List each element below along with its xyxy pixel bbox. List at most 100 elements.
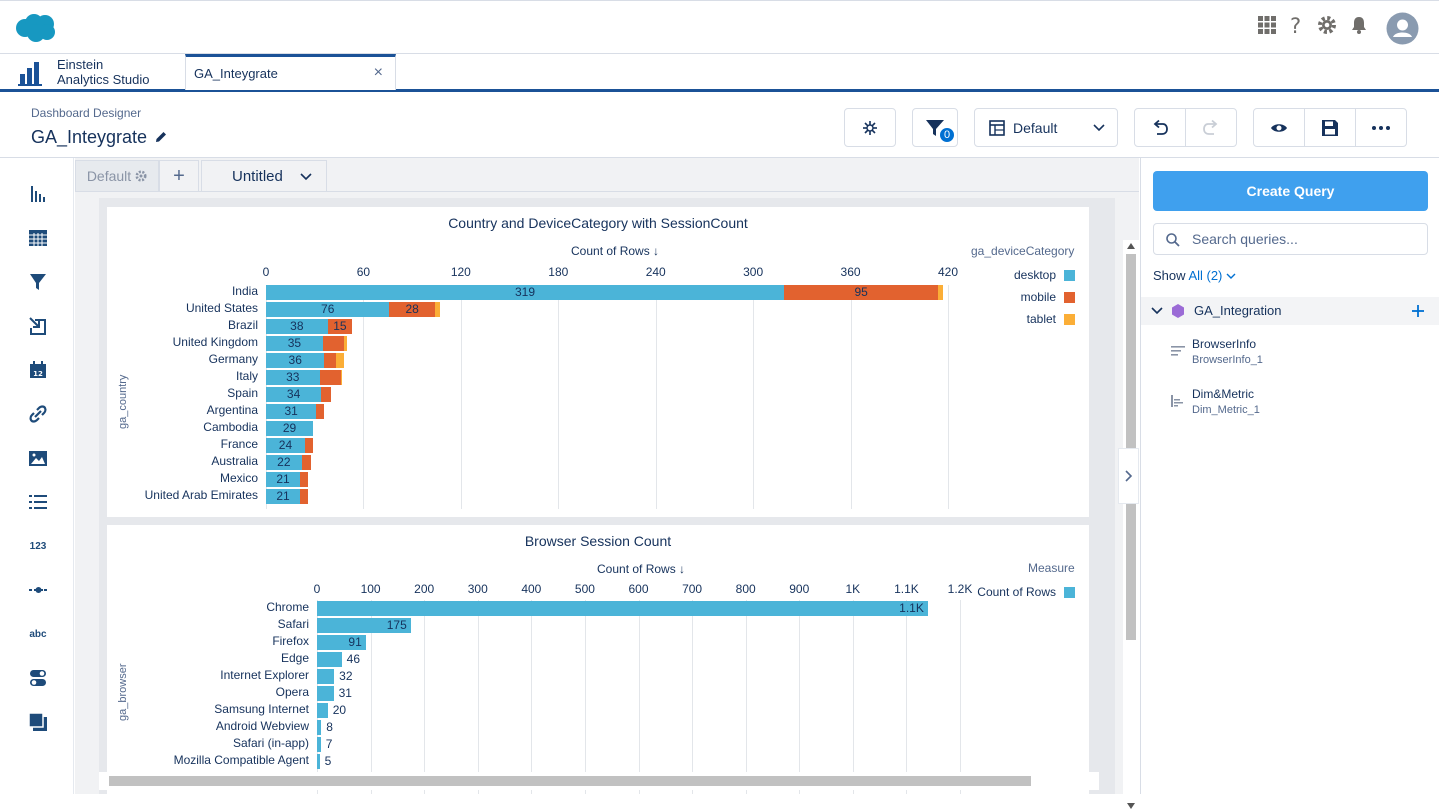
horizontal-scrollbar[interactable] <box>99 772 1099 790</box>
search-queries-input[interactable]: Search queries... <box>1153 223 1428 255</box>
category-label[interactable]: Argentina <box>206 403 258 417</box>
bar-mobile[interactable] <box>321 387 331 402</box>
category-label[interactable]: Cambodia <box>203 420 258 434</box>
bar-tablet[interactable] <box>938 285 944 300</box>
toggle-switch-widget-icon[interactable] <box>27 667 49 689</box>
bar-count-of-rows[interactable] <box>317 703 328 718</box>
bar-desktop[interactable] <box>266 285 784 300</box>
filter-widget-icon[interactable] <box>27 271 49 293</box>
bar-desktop[interactable] <box>266 319 328 334</box>
bar-count-of-rows[interactable] <box>317 618 411 633</box>
legend-item[interactable]: desktop <box>1014 268 1075 282</box>
scrollbar-thumb[interactable] <box>109 776 1031 786</box>
global-filter-button[interactable]: 0 <box>912 108 958 147</box>
dataset-group-row[interactable]: GA_Integration <box>1141 297 1439 325</box>
bar-desktop[interactable] <box>266 336 323 351</box>
bar-desktop[interactable] <box>266 472 301 487</box>
category-label[interactable]: Australia <box>211 454 258 468</box>
category-label[interactable]: Safari <box>277 617 309 631</box>
category-label[interactable]: Italy <box>235 369 258 383</box>
pencil-edit-icon[interactable] <box>154 130 168 144</box>
category-label[interactable]: Firefox <box>272 634 309 648</box>
bar-desktop[interactable] <box>266 438 305 453</box>
bar-mobile[interactable] <box>301 455 312 470</box>
bar-tablet[interactable] <box>335 353 344 368</box>
bar-desktop[interactable] <box>266 370 320 385</box>
browser-session-chart-widget[interactable]: Browser Session Count Count of Rows ↓ ga… <box>107 525 1089 794</box>
bar-desktop[interactable] <box>266 387 322 402</box>
category-label[interactable]: Android Webview <box>215 719 309 733</box>
category-label[interactable]: India <box>231 284 258 298</box>
bar-mobile[interactable] <box>324 353 336 368</box>
chevron-down-icon[interactable] <box>1151 306 1163 316</box>
gear-icon[interactable] <box>135 170 147 182</box>
bar-tablet[interactable] <box>340 370 343 385</box>
range-widget-icon[interactable] <box>27 579 49 601</box>
bar-count-of-rows[interactable] <box>317 635 366 650</box>
category-label[interactable]: Internet Explorer <box>220 668 309 682</box>
category-label[interactable]: Mozilla Compatible Agent <box>173 753 309 767</box>
category-label[interactable]: United States <box>185 301 258 315</box>
show-all-dropdown[interactable]: All (2) <box>1188 268 1236 283</box>
bar-count-of-rows[interactable] <box>317 720 322 735</box>
layout-dropdown[interactable]: Default <box>974 108 1118 147</box>
create-query-button[interactable]: Create Query <box>1153 171 1428 211</box>
preview-button[interactable] <box>1254 109 1305 146</box>
bar-desktop[interactable] <box>266 455 302 470</box>
bar-mobile[interactable] <box>304 438 314 453</box>
table-widget-icon[interactable] <box>27 227 49 249</box>
bar-mobile[interactable] <box>783 285 939 300</box>
category-label[interactable]: France <box>220 437 258 451</box>
page-tab-default[interactable]: Default <box>75 160 159 192</box>
legend-item[interactable]: Count of Rows <box>977 585 1075 599</box>
bar-mobile[interactable] <box>319 370 341 385</box>
country-device-chart-widget[interactable]: Country and DeviceCategory with SessionC… <box>107 207 1089 517</box>
category-label[interactable]: Safari (in-app) <box>232 736 309 750</box>
page-tab-untitled[interactable]: Untitled <box>201 160 327 192</box>
properties-button[interactable] <box>844 108 896 147</box>
bar-mobile[interactable] <box>389 302 435 317</box>
close-icon[interactable]: × <box>373 64 383 81</box>
tab-ga-inteygrate[interactable]: GA_Inteygrate × <box>185 54 396 90</box>
chart-widget-icon[interactable] <box>27 183 49 205</box>
category-label[interactable]: Mexico <box>219 471 258 485</box>
category-label[interactable]: Germany <box>208 352 258 366</box>
collapse-panel-toggle[interactable] <box>1118 448 1139 504</box>
bar-mobile[interactable] <box>322 336 344 351</box>
date-widget-icon[interactable]: 12 <box>27 359 49 381</box>
redo-button[interactable] <box>1186 109 1237 146</box>
text-widget-icon[interactable]: abc <box>27 623 49 645</box>
category-label[interactable]: Edge <box>280 651 309 665</box>
scroll-down-icon[interactable] <box>1127 803 1135 809</box>
bar-mobile[interactable] <box>300 472 309 487</box>
gear-icon[interactable] <box>1317 15 1337 35</box>
bar-count-of-rows[interactable] <box>317 601 928 616</box>
save-button[interactable] <box>1305 109 1356 146</box>
category-label[interactable]: Chrome <box>266 600 309 614</box>
category-label[interactable]: Samsung Internet <box>214 702 309 716</box>
link-widget-icon[interactable] <box>27 403 49 425</box>
bar-count-of-rows[interactable] <box>317 737 321 752</box>
query-item-browserinfo[interactable]: BrowserInfo BrowserInfo_1 <box>1171 337 1411 371</box>
image-widget-icon[interactable] <box>27 447 49 469</box>
salesforce-cloud-logo[interactable] <box>14 13 58 43</box>
app-launcher-icon[interactable] <box>1257 15 1277 35</box>
bar-tablet[interactable] <box>434 302 440 317</box>
category-label[interactable]: Brazil <box>227 318 258 332</box>
vertical-scrollbar[interactable] <box>1123 240 1139 812</box>
undo-button[interactable] <box>1135 109 1186 146</box>
bar-count-of-rows[interactable] <box>317 754 320 769</box>
add-page-button[interactable]: + <box>159 160 199 192</box>
toggle-widget-icon[interactable] <box>27 315 49 337</box>
help-icon[interactable]: ? <box>1289 15 1305 37</box>
measure-axis-label[interactable]: Count of Rows ↓ <box>571 244 660 258</box>
scroll-up-icon[interactable] <box>1127 243 1135 249</box>
measure-axis-label[interactable]: Count of Rows ↓ <box>597 562 686 576</box>
bar-desktop[interactable] <box>266 302 390 317</box>
category-label[interactable]: Spain <box>227 386 258 400</box>
bar-count-of-rows[interactable] <box>317 652 342 667</box>
list-widget-icon[interactable] <box>27 491 49 513</box>
add-icon[interactable] <box>1411 304 1425 318</box>
category-label[interactable]: Opera <box>275 685 309 699</box>
more-actions-button[interactable] <box>1356 109 1406 146</box>
